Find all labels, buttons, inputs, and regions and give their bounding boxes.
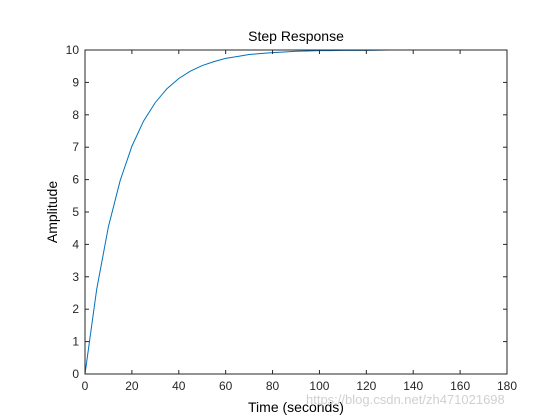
y-tick-label: 7 [72,140,79,154]
x-tick-label: 180 [497,379,517,393]
y-tick-label: 8 [72,108,79,122]
y-tick-label: 2 [72,302,79,316]
chart-title: Step Response [248,28,344,44]
watermark-text: https://blog.csdn.net/zh471021698 [306,392,505,407]
x-tick-label: 20 [125,379,139,393]
y-axis-label: Amplitude [44,181,60,243]
y-tick-label: 3 [72,270,79,284]
y-tick-label: 1 [72,335,79,349]
x-tick-label: 0 [82,379,89,393]
x-tick-label: 100 [309,379,329,393]
x-axis-label: Time (seconds) [248,399,344,415]
y-tick-label: 6 [72,173,79,187]
x-tick-label: 40 [172,379,186,393]
x-axis-ticks: 0 20 40 60 80 100 120 140 160 180 [82,50,517,393]
y-tick-label: 0 [72,367,79,381]
x-tick-label: 140 [403,379,423,393]
y-tick-label: 10 [66,43,80,57]
x-tick-label: 160 [450,379,470,393]
y-tick-label: 4 [72,237,79,251]
x-tick-label: 120 [356,379,376,393]
y-tick-label: 9 [72,75,79,89]
x-tick-label: 60 [219,379,233,393]
x-tick-label: 80 [266,379,280,393]
plot-area [85,50,507,374]
y-tick-label: 5 [72,205,79,219]
y-axis-ticks: 0 1 2 3 4 5 6 7 8 9 10 [66,43,507,381]
